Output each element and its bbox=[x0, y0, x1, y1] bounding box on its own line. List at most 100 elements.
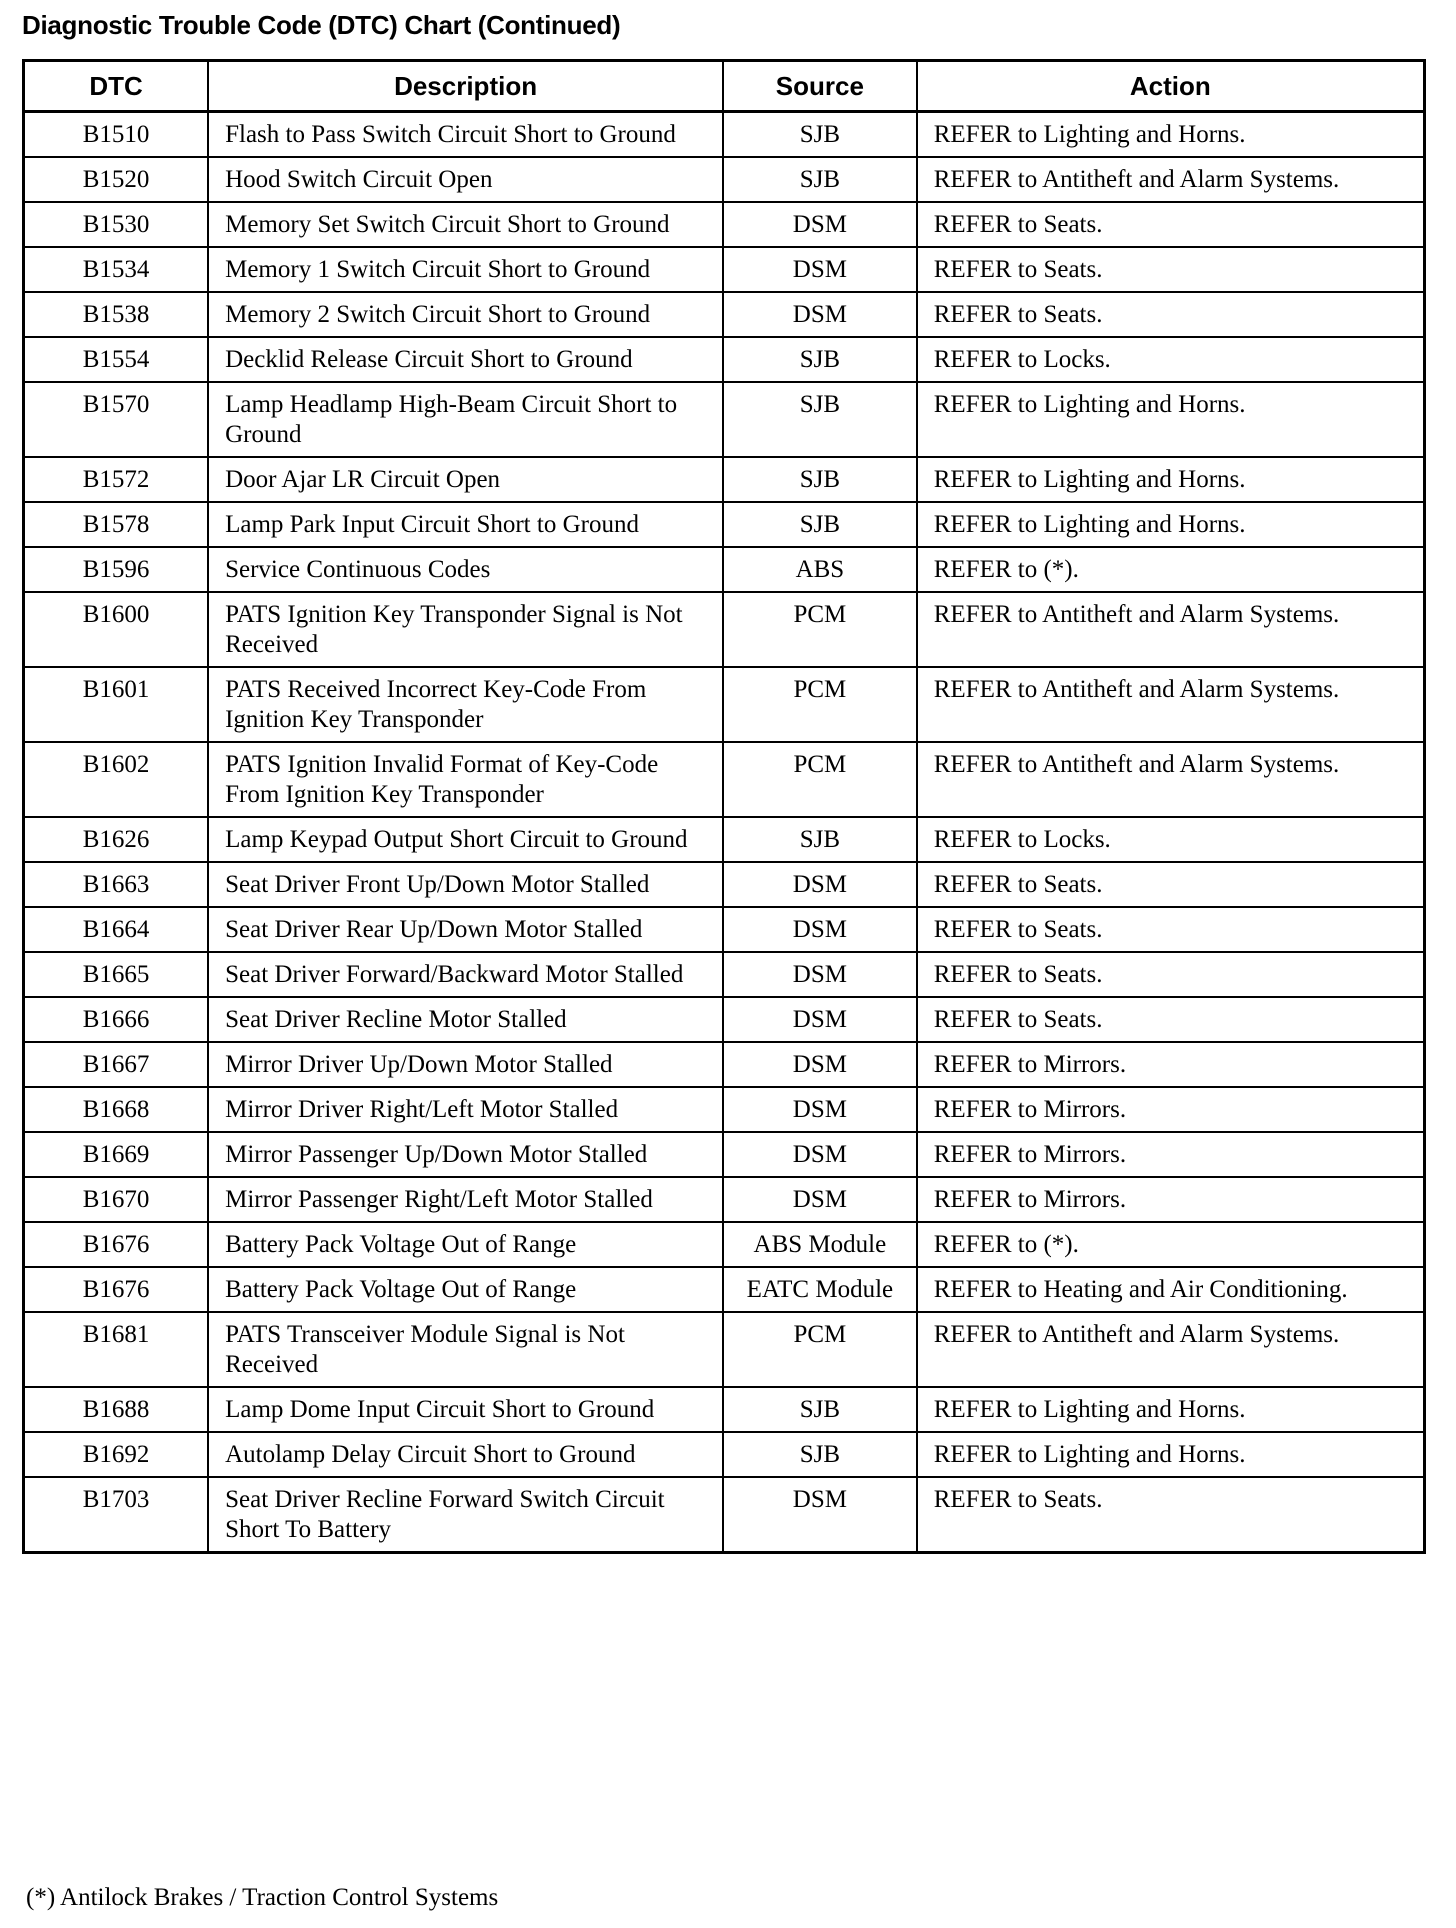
source-cell: DSM bbox=[722, 1086, 918, 1133]
dtc-cell: B1572 bbox=[22, 456, 210, 503]
action-cell: REFER to Antitheft and Alarm Systems. bbox=[915, 1311, 1426, 1388]
description-cell: Decklid Release Circuit Short to Ground bbox=[207, 336, 725, 383]
table-row: B1670 Mirror Passenger Right/Left Motor S… bbox=[22, 1176, 1426, 1223]
source-cell: SJB bbox=[722, 156, 918, 203]
description-cell: Lamp Dome Input Circuit Short to Ground bbox=[207, 1386, 725, 1433]
source-cell: SJB bbox=[722, 1431, 918, 1478]
action-cell: REFER to (*). bbox=[915, 1221, 1426, 1268]
table-row: B1601 PATS Received Incorrect Key-Code Fr… bbox=[22, 666, 1426, 743]
table-row: B1663 Seat Driver Front Up/Down Motor Sta… bbox=[22, 861, 1426, 908]
description-cell: Memory 1 Switch Circuit Short to Ground bbox=[207, 246, 725, 293]
action-cell: REFER to Antitheft and Alarm Systems. bbox=[915, 741, 1426, 818]
action-cell: REFER to Seats. bbox=[915, 1476, 1426, 1554]
action-cell: REFER to Antitheft and Alarm Systems. bbox=[915, 591, 1426, 668]
dtc-cell: B1681 bbox=[22, 1311, 210, 1388]
action-cell: REFER to Lighting and Horns. bbox=[915, 1431, 1426, 1478]
dtc-cell: B1602 bbox=[22, 741, 210, 818]
action-cell: REFER to Mirrors. bbox=[915, 1041, 1426, 1088]
dtc-cell: B1670 bbox=[22, 1176, 210, 1223]
source-cell: DSM bbox=[722, 996, 918, 1043]
table-row: B1534 Memory 1 Switch Circuit Short to Gr… bbox=[22, 246, 1426, 293]
action-cell: REFER to Mirrors. bbox=[915, 1176, 1426, 1223]
dtc-cell: B1534 bbox=[22, 246, 210, 293]
dtc-cell: B1676 bbox=[22, 1221, 210, 1268]
action-cell: REFER to Lighting and Horns. bbox=[915, 381, 1426, 458]
table-row: B1572 Door Ajar LR Circuit Open SJB REFER t… bbox=[22, 456, 1426, 503]
table-row: B1510 Flash to Pass Switch Circuit Short … bbox=[22, 110, 1426, 158]
footnote: (*) Antilock Brakes / Traction Control S… bbox=[26, 1884, 499, 1911]
source-cell: DSM bbox=[722, 201, 918, 248]
dtc-cell: B1676 bbox=[22, 1266, 210, 1313]
dtc-cell: B1570 bbox=[22, 381, 210, 458]
action-cell: REFER to (*). bbox=[915, 546, 1426, 593]
action-cell: REFER to Lighting and Horns. bbox=[915, 501, 1426, 548]
dtc-cell: B1596 bbox=[22, 546, 210, 593]
description-cell: Autolamp Delay Circuit Short to Ground bbox=[207, 1431, 725, 1478]
source-cell: SJB bbox=[722, 816, 918, 863]
table-row: B1666 Seat Driver Recline Motor Stalled DS… bbox=[22, 996, 1426, 1043]
dtc-cell: B1510 bbox=[22, 110, 210, 158]
description-cell: Mirror Passenger Up/Down Motor Stalled bbox=[207, 1131, 725, 1178]
table-row: B1664 Seat Driver Rear Up/Down Motor Stal… bbox=[22, 906, 1426, 953]
action-cell: REFER to Antitheft and Alarm Systems. bbox=[915, 156, 1426, 203]
source-cell: DSM bbox=[722, 906, 918, 953]
dtc-table: DTC Description Source Action B1510 Flash… bbox=[22, 59, 1426, 1554]
dtc-cell: B1668 bbox=[22, 1086, 210, 1133]
table-row: B1688 Lamp Dome Input Circuit Short to Gr… bbox=[22, 1386, 1426, 1433]
source-cell: EATC Module bbox=[722, 1266, 918, 1313]
description-cell: Mirror Driver Up/Down Motor Stalled bbox=[207, 1041, 725, 1088]
table-row: B1692 Autolamp Delay Circuit Short to Gro… bbox=[22, 1431, 1426, 1478]
dtc-cell: B1538 bbox=[22, 291, 210, 338]
description-cell: Lamp Park Input Circuit Short to Ground bbox=[207, 501, 725, 548]
dtc-cell: B1520 bbox=[22, 156, 210, 203]
table-row: B1668 Mirror Driver Right/Left Motor Stal… bbox=[22, 1086, 1426, 1133]
table-header-row: DTC Description Source Action bbox=[22, 59, 1426, 113]
source-cell: PCM bbox=[722, 591, 918, 668]
dtc-cell: B1692 bbox=[22, 1431, 210, 1478]
description-cell: Seat Driver Front Up/Down Motor Stalled bbox=[207, 861, 725, 908]
action-cell: REFER to Seats. bbox=[915, 291, 1426, 338]
action-cell: REFER to Heating and Air Conditioning. bbox=[915, 1266, 1426, 1313]
action-cell: REFER to Antitheft and Alarm Systems. bbox=[915, 666, 1426, 743]
table-row: B1570 Lamp Headlamp High-Beam Circuit Sho… bbox=[22, 381, 1426, 458]
table-row: B1602 PATS Ignition Invalid Format of Key… bbox=[22, 741, 1426, 818]
description-cell: Seat Driver Forward/Backward Motor Stall… bbox=[207, 951, 725, 998]
description-cell: Battery Pack Voltage Out of Range bbox=[207, 1221, 725, 1268]
source-cell: SJB bbox=[722, 381, 918, 458]
source-cell: PCM bbox=[722, 666, 918, 743]
description-cell: Lamp Keypad Output Short Circuit to Grou… bbox=[207, 816, 725, 863]
header-dtc: DTC bbox=[22, 59, 210, 113]
action-cell: REFER to Seats. bbox=[915, 861, 1426, 908]
table-row: B1520 Hood Switch Circuit Open SJB REFER to… bbox=[22, 156, 1426, 203]
description-cell: PATS Transceiver Module Signal is Not Re… bbox=[207, 1311, 725, 1388]
description-cell: Seat Driver Recline Motor Stalled bbox=[207, 996, 725, 1043]
table-row: B1554 Decklid Release Circuit Short to Gr… bbox=[22, 336, 1426, 383]
table-row: B1681 PATS Transceiver Module Signal is N… bbox=[22, 1311, 1426, 1388]
action-cell: REFER to Lighting and Horns. bbox=[915, 1386, 1426, 1433]
dtc-cell: B1703 bbox=[22, 1476, 210, 1554]
description-cell: PATS Ignition Invalid Format of Key-Code… bbox=[207, 741, 725, 818]
table-row: B1676 Battery Pack Voltage Out of Range EA… bbox=[22, 1266, 1426, 1313]
source-cell: DSM bbox=[722, 951, 918, 998]
description-cell: Service Continuous Codes bbox=[207, 546, 725, 593]
dtc-cell: B1669 bbox=[22, 1131, 210, 1178]
dtc-cell: B1530 bbox=[22, 201, 210, 248]
description-cell: PATS Received Incorrect Key-Code From Ig… bbox=[207, 666, 725, 743]
dtc-cell: B1663 bbox=[22, 861, 210, 908]
dtc-cell: B1688 bbox=[22, 1386, 210, 1433]
table-row: B1530 Memory Set Switch Circuit Short to … bbox=[22, 201, 1426, 248]
dtc-cell: B1666 bbox=[22, 996, 210, 1043]
description-cell: Mirror Driver Right/Left Motor Stalled bbox=[207, 1086, 725, 1133]
action-cell: REFER to Seats. bbox=[915, 201, 1426, 248]
description-cell: Seat Driver Rear Up/Down Motor Stalled bbox=[207, 906, 725, 953]
description-cell: PATS Ignition Key Transponder Signal is … bbox=[207, 591, 725, 668]
dtc-cell: B1665 bbox=[22, 951, 210, 998]
source-cell: SJB bbox=[722, 456, 918, 503]
table-row: B1538 Memory 2 Switch Circuit Short to Gr… bbox=[22, 291, 1426, 338]
table-row: B1596 Service Continuous Codes ABS REFER to… bbox=[22, 546, 1426, 593]
action-cell: REFER to Seats. bbox=[915, 996, 1426, 1043]
header-source: Source bbox=[722, 59, 918, 113]
source-cell: DSM bbox=[722, 1476, 918, 1554]
source-cell: ABS Module bbox=[722, 1221, 918, 1268]
action-cell: REFER to Seats. bbox=[915, 906, 1426, 953]
